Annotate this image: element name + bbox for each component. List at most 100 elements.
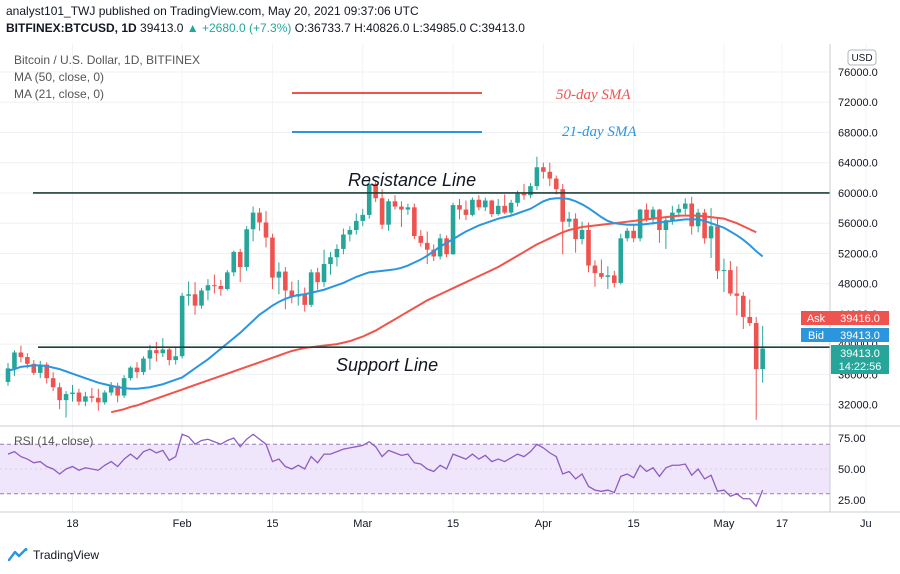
time-axis-label: 15	[628, 518, 640, 530]
candle	[728, 261, 733, 296]
candle	[244, 226, 249, 271]
candle	[734, 266, 740, 316]
time-axis-label: Ju	[860, 518, 872, 530]
candle	[502, 194, 507, 215]
candle	[212, 274, 217, 294]
candle	[108, 381, 114, 396]
candle	[128, 366, 133, 381]
symbol-name: BITFINEX:BTCUSD, 1D	[6, 21, 137, 35]
candle	[483, 197, 488, 212]
candle	[624, 227, 630, 242]
ask-value: 39416.0	[840, 313, 880, 325]
candle	[341, 228, 346, 255]
currency-label: USD	[851, 53, 872, 64]
candle	[457, 199, 462, 220]
candle	[612, 270, 617, 288]
candle	[315, 267, 320, 290]
candle	[302, 287, 307, 312]
candle	[134, 362, 140, 379]
candle	[366, 179, 372, 219]
tradingview-logo-icon	[8, 548, 28, 562]
candle	[154, 341, 159, 362]
candle	[354, 213, 359, 235]
candle	[605, 266, 611, 289]
candle	[489, 199, 495, 218]
candle	[360, 208, 366, 227]
ask-tag: Ask 39416.0	[801, 311, 889, 325]
candle	[741, 291, 746, 330]
candle	[166, 347, 172, 366]
candle	[289, 281, 295, 304]
candle	[579, 221, 585, 245]
candle	[205, 279, 211, 301]
rsi-panel	[0, 433, 830, 508]
time-axis-label: 15	[266, 518, 278, 530]
sma50-annotation: 50-day SMA	[556, 87, 631, 103]
price-tick-label: 48000.0	[838, 279, 878, 291]
candle	[18, 345, 24, 363]
rsi-tick-label: 25.00	[838, 495, 866, 507]
candle	[50, 372, 56, 392]
rsi-line	[7, 433, 764, 508]
candle	[521, 183, 527, 200]
candle	[63, 391, 69, 418]
time-axis-label: Apr	[535, 518, 552, 530]
candle	[218, 279, 224, 296]
candle	[334, 244, 340, 267]
publisher-line: analyst101_TWJ published on TradingView.…	[6, 4, 419, 18]
time-axis[interactable]: 18 Feb 15 Mar 15 Apr 15 May 17 Ju	[66, 518, 871, 530]
tradingview-brand[interactable]: TradingView	[8, 548, 99, 562]
candle	[631, 225, 636, 243]
ma50-line	[110, 214, 757, 414]
price-tick-label: 60000.0	[838, 188, 878, 200]
candle	[186, 281, 191, 306]
ma50-indicator-label[interactable]: MA (50, close, 0)	[14, 70, 105, 84]
last-price-value: 39413.0	[840, 348, 880, 360]
candle	[70, 384, 75, 402]
candle	[37, 360, 43, 379]
candle	[560, 183, 565, 255]
last-price-tag: 39413.0 14:22:56	[831, 345, 889, 374]
time-axis-label: Feb	[173, 518, 192, 530]
candle	[121, 375, 127, 398]
candle	[418, 230, 424, 247]
candle	[5, 363, 11, 386]
candle	[270, 233, 275, 289]
candle	[192, 282, 198, 315]
brand-name: TradingView	[33, 548, 100, 562]
candle	[83, 391, 88, 407]
ma21-line	[7, 197, 764, 390]
price-panel	[5, 156, 765, 420]
candle	[450, 202, 456, 255]
candle	[547, 162, 553, 187]
sma21-annotation: 21-day SMA	[562, 124, 637, 140]
candle	[392, 195, 398, 210]
candle	[424, 231, 430, 265]
time-axis-label: 17	[776, 518, 788, 530]
candle	[173, 347, 178, 365]
resistance-line-label: Resistance Line	[348, 170, 476, 190]
candle	[566, 211, 572, 227]
candle	[225, 270, 230, 291]
rsi-tick-label: 50.00	[838, 464, 866, 476]
price-tick-label: 52000.0	[838, 248, 878, 260]
candle	[399, 201, 404, 227]
rsi-scale[interactable]: 75.00 50.00 25.00	[838, 433, 866, 507]
candle	[373, 180, 378, 203]
ma21-indicator-label[interactable]: MA (21, close, 0)	[14, 87, 105, 101]
candle	[747, 299, 753, 327]
price-tick-label: 68000.0	[838, 127, 878, 139]
candle	[586, 222, 591, 273]
price-tick-label: 56000.0	[838, 218, 878, 230]
price-tick-label: 72000.0	[838, 97, 878, 109]
candle	[76, 388, 82, 406]
currency-button[interactable]	[847, 49, 877, 66]
symbol-line: BITFINEX:BTCUSD, 1D 39413.0 ▲ +2680.0 (+…	[6, 21, 525, 35]
candle	[528, 183, 533, 199]
candle	[31, 360, 37, 376]
price-tick-label: 32000.0	[838, 400, 878, 412]
rsi-indicator-label[interactable]: RSI (14, close)	[14, 434, 94, 448]
candle	[715, 217, 720, 280]
candle	[721, 258, 727, 292]
